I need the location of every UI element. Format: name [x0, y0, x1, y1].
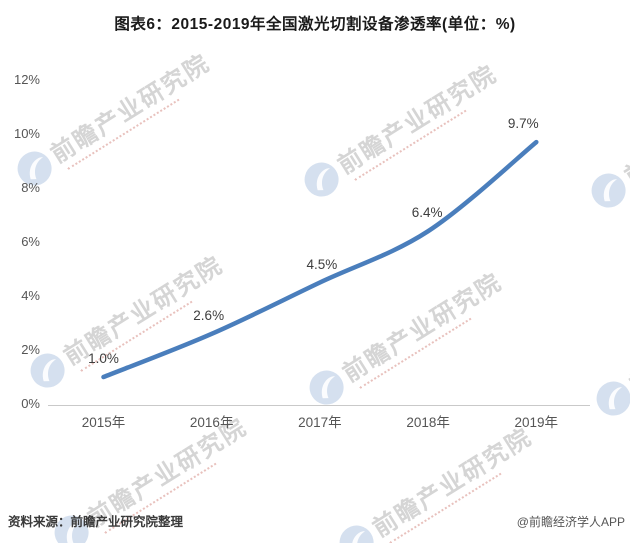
y-axis-tick: 2% [21, 342, 40, 357]
y-axis-tick: 10% [13, 126, 40, 141]
data-label: 2.6% [193, 307, 225, 323]
data-label: 6.4% [411, 205, 443, 221]
data-label: 9.7% [507, 116, 539, 132]
x-axis-label: 2016年 [189, 415, 234, 430]
x-axis-line [48, 405, 590, 406]
y-axis-tick: 12% [13, 72, 40, 87]
source-note: 资料来源：前瞻产业研究院整理 [8, 515, 184, 529]
data-label: 1.0% [88, 351, 119, 366]
y-axis-tick: 8% [21, 180, 40, 195]
y-axis-tick: 4% [21, 288, 40, 303]
data-label: 4.5% [306, 256, 338, 272]
x-axis-label: 2019年 [514, 415, 559, 430]
x-axis-label: 2015年 [81, 415, 126, 430]
x-axis-label: 2017年 [298, 415, 342, 430]
y-axis-tick: 6% [21, 234, 40, 249]
y-axis-tick: 0% [21, 396, 40, 411]
page-title: 图表6：2015-2019年全国激光切割设备渗透率(单位：%) [114, 16, 516, 33]
x-axis-label: 2018年 [406, 415, 450, 430]
app-credit: @前瞻经济学人APP [516, 515, 625, 529]
trend-line [101, 139, 539, 380]
